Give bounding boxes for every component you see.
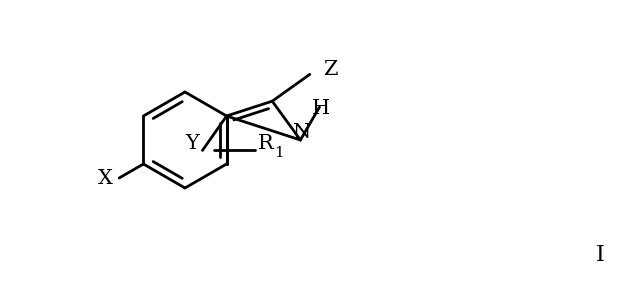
Text: I: I xyxy=(596,244,604,266)
Text: X: X xyxy=(99,169,113,187)
Text: N: N xyxy=(293,123,312,142)
Text: Z: Z xyxy=(323,60,337,79)
Text: H: H xyxy=(312,99,330,118)
Text: Y: Y xyxy=(186,134,200,153)
Text: 1: 1 xyxy=(275,146,284,160)
Text: R: R xyxy=(257,134,273,153)
